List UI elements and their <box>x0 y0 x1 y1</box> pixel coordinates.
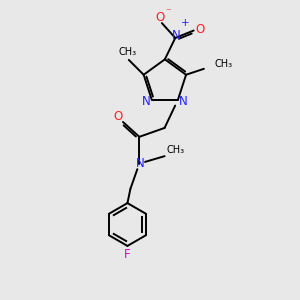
Text: O: O <box>113 110 122 123</box>
Text: F: F <box>124 248 131 261</box>
Text: CH₃: CH₃ <box>166 145 184 155</box>
Text: CH₃: CH₃ <box>214 59 232 69</box>
Text: ⁻: ⁻ <box>166 7 171 17</box>
Text: O: O <box>156 11 165 24</box>
Text: N: N <box>136 157 145 170</box>
Text: N: N <box>179 95 188 108</box>
Text: O: O <box>196 22 205 35</box>
Text: N: N <box>172 29 181 42</box>
Text: N: N <box>142 95 151 108</box>
Text: CH₃: CH₃ <box>118 46 136 57</box>
Text: +: + <box>182 18 190 28</box>
